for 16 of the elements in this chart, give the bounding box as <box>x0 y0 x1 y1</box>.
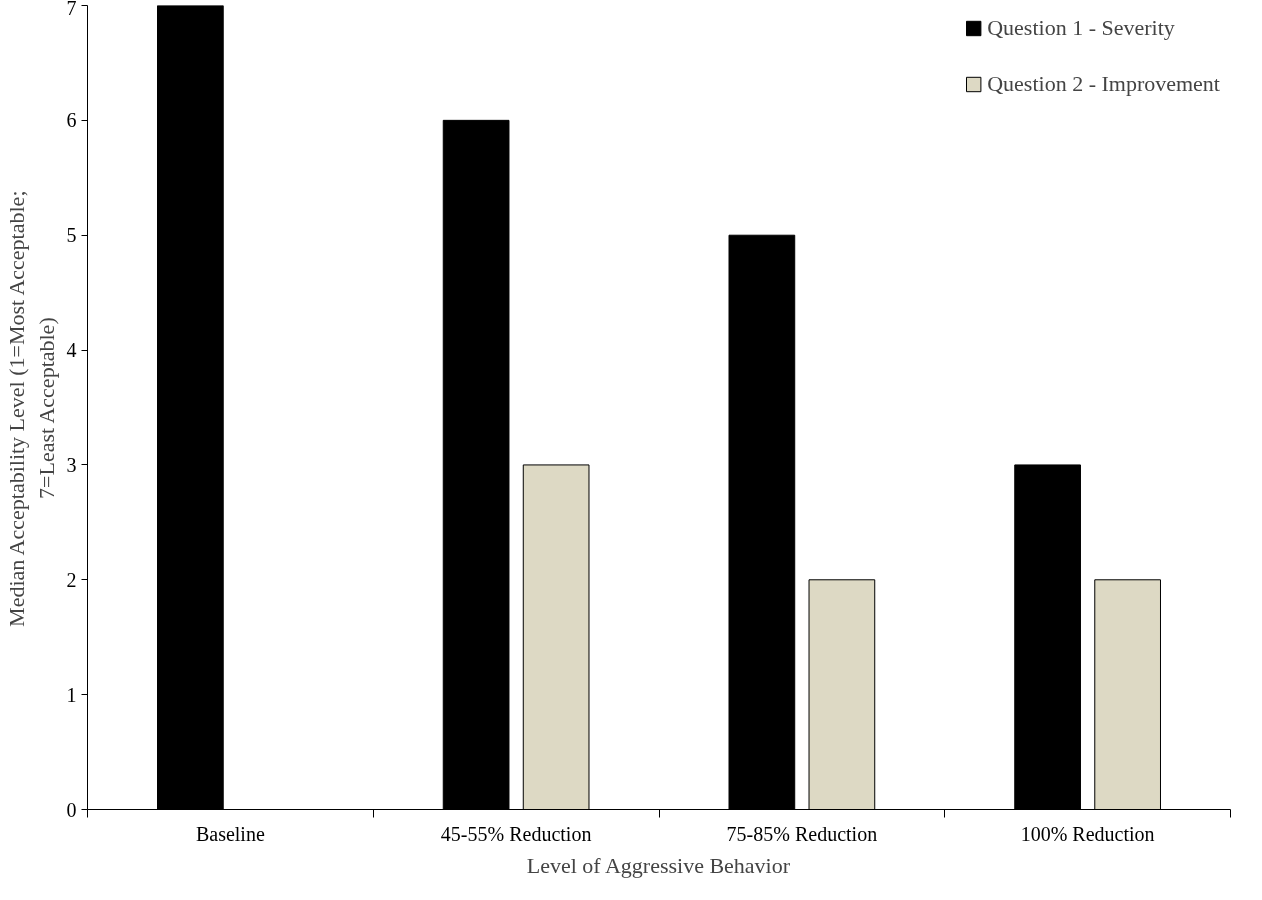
y-tick-label: 6 <box>66 109 77 132</box>
x-tick-label: Baseline <box>195 822 265 845</box>
y-tick-label: 5 <box>66 224 77 247</box>
y-axis-title: Median Acceptability Level (1=Most Acceptable; 7=Least Acceptable) <box>3 190 59 627</box>
x-tick-label: 75-85% Reduction <box>726 822 878 845</box>
x-axis-title: Level of Aggressive Behavior <box>526 852 791 878</box>
y-tick-label: 3 <box>66 453 77 476</box>
y-tick-label: 2 <box>66 568 77 591</box>
legend-label: Question 2 - Improvement <box>987 71 1220 97</box>
x-tick-label: 45-55% Reduction <box>440 822 592 845</box>
y-tick-label: 1 <box>66 683 77 706</box>
x-tick-label: 100% Reduction <box>1020 822 1155 845</box>
y-tick-label: 0 <box>66 798 77 821</box>
y-tick-label: 7 <box>66 0 77 19</box>
legend-label: Question 1 - Severity <box>987 15 1175 41</box>
y-tick-label: 4 <box>66 339 77 362</box>
